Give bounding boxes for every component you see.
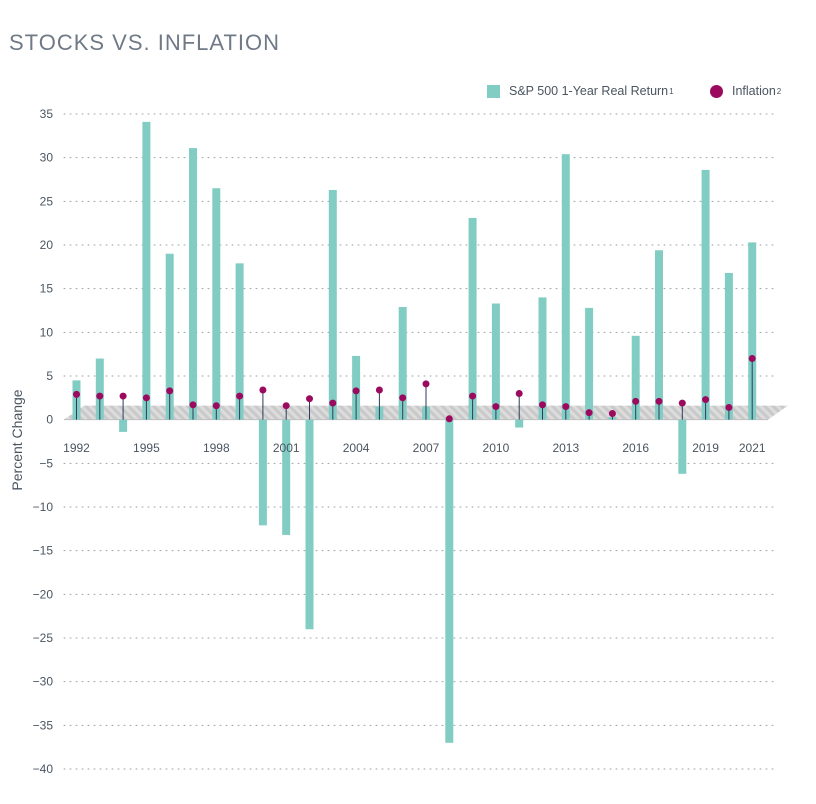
x-tick-label: 2016: [622, 441, 649, 455]
inflation-point-2003: [329, 399, 337, 407]
inflation-point-2020: [725, 403, 733, 411]
bar-1999: [235, 263, 244, 420]
bar-2003: [328, 189, 337, 420]
legend-dot-inflation: [710, 84, 723, 98]
x-tick-label: 2021: [739, 441, 766, 455]
inflation-point-1993: [96, 392, 104, 400]
y-tick-label: 35: [40, 107, 54, 121]
legend-item-stocks: S&P 500 1-Year Real Return 1: [487, 84, 674, 98]
x-tick-label: 2001: [273, 441, 300, 455]
y-tick-label: −40: [33, 762, 54, 776]
bar-2001: [282, 419, 291, 535]
legend-item-inflation: Inflation 2: [710, 84, 781, 98]
y-tick-label: 15: [40, 282, 54, 296]
inflation-point-2009: [469, 392, 477, 400]
bar-2017: [655, 250, 663, 420]
chart-title: STOCKS VS. INFLATION: [9, 30, 281, 55]
y-tick-label: −20: [33, 587, 54, 601]
x-tick-label: 1998: [203, 441, 230, 455]
inflation-point-2021: [748, 355, 756, 363]
y-tick-label: −35: [33, 718, 54, 732]
inflation-point-2011: [515, 389, 523, 397]
y-tick-label: −5: [39, 456, 53, 470]
y-tick-label: −10: [33, 500, 54, 514]
bar-2010: [491, 303, 500, 420]
legend-label-stocks: S&P 500 1-Year Real Return: [509, 84, 669, 98]
inflation-point-2014: [585, 409, 593, 417]
inflation-point-2004: [352, 387, 360, 395]
bar-2012: [538, 297, 547, 420]
y-axis-title: Percent Change: [9, 389, 25, 490]
bar-2021: [748, 242, 757, 420]
inflation-point-1998: [212, 402, 220, 410]
inflation-point-2013: [562, 403, 570, 411]
x-tick-label: 1995: [133, 441, 160, 455]
inflation-point-2016: [632, 397, 640, 405]
y-tick-label: −25: [33, 631, 54, 645]
y-tick-label: −30: [33, 675, 54, 689]
y-tick-label: 20: [40, 238, 54, 252]
bar-2009: [468, 217, 477, 420]
inflation-point-2001: [282, 402, 290, 410]
inflation-point-2008: [445, 415, 453, 423]
bar-1994: [119, 419, 128, 432]
bar-1996: [165, 253, 174, 420]
bar-2008: [445, 419, 454, 743]
bar-1993: [95, 358, 104, 420]
x-tick-label: 2013: [552, 441, 579, 455]
bar-2020: [724, 272, 733, 420]
inflation-point-2002: [306, 395, 313, 403]
inflation-point-1999: [236, 392, 244, 400]
y-tick-label: 25: [40, 194, 54, 208]
legend-footnote-inflation: 2: [776, 86, 782, 96]
x-tick-label: 2019: [692, 441, 719, 455]
bar-2013: [561, 154, 570, 420]
bar-2016: [631, 335, 640, 420]
bar-1995: [142, 121, 151, 420]
x-tick-label: 2010: [483, 441, 510, 455]
x-tick-label: 2004: [343, 441, 370, 455]
inflation-point-2012: [539, 401, 546, 409]
inflation-point-2015: [608, 410, 616, 418]
inflation-point-2010: [492, 403, 500, 411]
bar-2014: [585, 307, 594, 420]
y-tick-label: 0: [46, 413, 53, 427]
bar-2011: [515, 419, 524, 428]
x-tick-label: 2007: [413, 441, 440, 455]
legend-swatch-stocks: [487, 84, 500, 98]
y-tick-label: 5: [46, 369, 53, 383]
y-tick-label: 30: [40, 151, 54, 165]
inflation-point-1997: [189, 401, 197, 409]
inflation-point-2005: [375, 386, 383, 394]
inflation-point-2017: [655, 397, 663, 405]
inflation-point-1994: [119, 392, 127, 400]
bar-2006: [398, 307, 407, 420]
bar-2018: [678, 419, 687, 474]
chart-legend: S&P 500 1-Year Real Return 1 Inflation 2: [0, 84, 816, 104]
bar-2000: [258, 419, 267, 526]
inflation-point-2006: [399, 394, 407, 402]
inflation-point-1992: [73, 390, 80, 398]
inflation-point-2018: [678, 399, 686, 407]
inflation-point-2019: [702, 396, 710, 404]
inflation-point-1996: [166, 387, 174, 395]
x-tick-label: 1992: [63, 441, 90, 455]
legend-label-inflation: Inflation: [732, 84, 776, 98]
bar-2019: [701, 169, 710, 420]
y-tick-label: 10: [40, 325, 54, 339]
inflation-point-2007: [422, 380, 430, 388]
inflation-point-1995: [142, 394, 150, 402]
bar-2002: [305, 419, 314, 630]
bar-1997: [189, 148, 197, 420]
legend-footnote-stocks: 1: [669, 86, 674, 96]
inflation-point-2000: [259, 386, 267, 394]
y-tick-label: −15: [33, 544, 54, 558]
bar-1998: [212, 188, 221, 420]
